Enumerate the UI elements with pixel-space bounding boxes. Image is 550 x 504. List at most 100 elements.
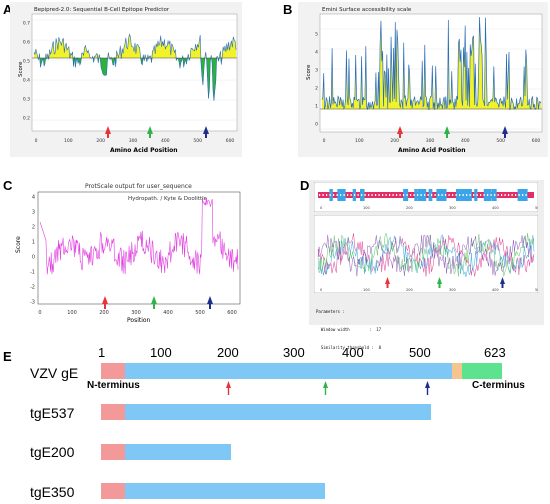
construct-label-tge200: tgE200 [30,444,75,460]
ruler-label-200: 200 [217,345,239,360]
n-terminus-label: N-terminus [87,380,140,391]
ruler-label-500: 500 [409,345,431,360]
ruler-label-300: 300 [283,345,305,360]
x-tick-label-a: 100 [64,138,73,144]
y-tick-label-c: 3 [32,210,35,216]
y-axis-label-b: Score [306,64,312,80]
x-tick-label-d-top: 300 [449,206,456,210]
cytoplasmic-bar [462,363,502,379]
x-tick-label-c: 200 [99,310,109,316]
x-tick-label-d-top: 0 [320,206,322,210]
x-axis-label-c: Position [127,317,151,324]
x-tick-label-d: 400 [492,288,499,292]
x-tick-label-b: 200 [390,138,399,144]
x-tick-label-d: 300 [449,288,456,292]
plot-title-a: Bepipred-2.0: Sequential B-Cell Epitope … [34,7,170,13]
y-tick-label-c: -2 [30,285,35,291]
state-line-4-d [317,234,535,277]
plot-title-b: Emini Surface accessibility scale [322,7,412,13]
x-tick-label-c: 0 [38,310,41,316]
green-arrow-d [437,277,442,288]
red-arrow-d [385,277,390,288]
y-tick-label-b: 0 [315,122,318,128]
score-line-b [321,16,542,111]
red-arrow-a [105,126,111,138]
hydropathy-line-c [39,197,239,275]
y-tick-label-a: 0.7 [23,21,30,27]
blue-arrow-c [207,296,213,309]
construct-label-tge537: tgE537 [30,405,75,421]
blue-arrow-d [500,277,505,288]
x-tick-label-c: 500 [195,310,205,316]
x-tick-label-a: 500 [193,138,202,144]
ruler-label-400: 400 [342,345,364,360]
c-terminus-label: C-terminus [472,380,525,391]
x-tick-label-b: 0 [323,138,326,144]
x-tick-label-d-top: 500 [535,206,538,210]
y-axis-label-a: Score [18,61,24,77]
y-tick-label-b: 5 [315,32,318,38]
construct-label-vzv-ge: VZV gE [30,365,79,381]
transmembrane-bar [452,363,462,379]
green-arrow-b [444,126,450,138]
x-tick-label-b: 100 [355,138,364,144]
y-tick-label-a: 0.4 [23,78,30,84]
green-arrow-a [147,126,153,138]
y-tick-label-c: 4 [32,195,35,201]
score-line-a [33,33,237,101]
y-tick-label-c: -1 [30,270,35,276]
x-tick-label-a: 400 [161,138,170,144]
construct-label-tge350: tgE350 [30,484,75,500]
y-tick-label-c: 2 [32,225,35,231]
red-arrow-c [102,296,108,309]
x-tick-label-b: 500 [496,138,505,144]
x-tick-label-b: 300 [426,138,435,144]
signal-peptide-bar [101,363,125,379]
x-tick-label-d: 200 [406,288,413,292]
panel-letter-a: A [3,2,13,17]
y-tick-label-a: 0.3 [23,97,30,103]
y-tick-label-a: 0.5 [23,59,30,65]
x-tick-label-d: 100 [363,288,370,292]
param-line: Parameters : [316,309,345,314]
tge537-signal-bar [101,404,125,420]
above-threshold-area-b [322,17,541,109]
x-tick-label-d-top: 100 [363,206,370,210]
legend-c: Hydropath. / Kyte & Doolittle [128,196,208,202]
ectodomain-bar [125,363,452,379]
x-tick-label-c: 300 [131,310,141,316]
panel-letter-e: E [3,349,12,364]
y-tick-label-c: 0 [32,255,35,261]
y-tick-label-b: 4 [315,50,318,56]
ruler-label-623: 623 [484,345,506,360]
x-axis-label-a: Amino Acid Position [110,147,178,154]
blue-arrow-e [425,381,430,395]
tge350-signal-bar [101,483,125,499]
tge200-signal-bar [101,444,125,460]
x-tick-label-c: 100 [67,310,77,316]
x-tick-label-a: 200 [96,138,105,144]
x-tick-label-b: 600 [532,138,541,144]
param-line: Window width : 17 [316,327,382,332]
red-arrow-b [397,126,403,138]
red-arrow-e [226,381,231,395]
x-tick-label-c: 600 [227,310,237,316]
y-tick-label-c: -3 [30,300,35,306]
y-tick-label-b: 1 [315,104,318,110]
secondary-structure-track-d: 0 100 200 300 400 500 [314,182,538,212]
y-tick-label-c: 1 [32,240,35,246]
panel-letter-c: C [3,178,13,193]
plot-title-c: ProtScale output for user_sequence [85,183,192,190]
green-arrow-e [323,381,328,395]
y-axis-label-c: Score [15,236,22,253]
surface-plot-b: Emini Surface accessibility scale 543210… [298,2,548,157]
x-tick-label-a: 0 [35,138,38,144]
y-tick-label-a: 0.2 [23,116,30,122]
y-tick-label-a: 0.6 [23,40,30,46]
y-tick-label-b: 3 [315,68,318,74]
x-tick-label-a: 600 [226,138,235,144]
ruler-label-100: 100 [150,345,172,360]
tge537-ectodomain-bar [125,404,431,420]
tge350-ectodomain-bar [125,483,325,499]
param-line: Similarity threshold : 8 [316,345,382,350]
